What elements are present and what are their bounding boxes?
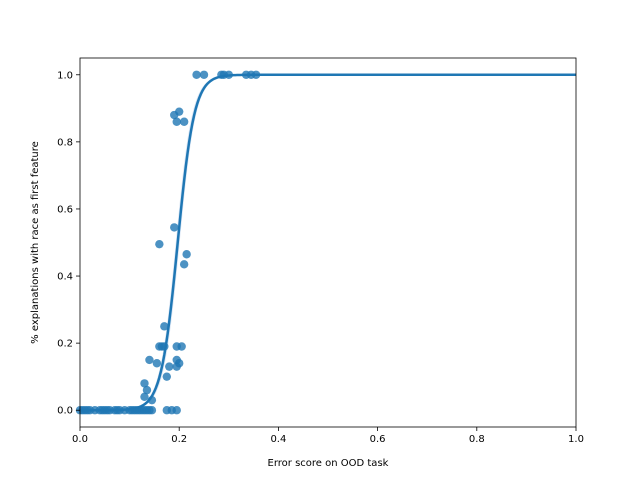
data-point <box>160 342 169 351</box>
data-point <box>179 260 189 269</box>
data-point <box>177 342 186 351</box>
data-point <box>192 70 201 79</box>
y-axis-label: % explanations with race as first featur… <box>30 141 41 344</box>
data-point <box>224 70 233 79</box>
data-point <box>175 107 184 116</box>
data-point <box>182 250 191 259</box>
data-point <box>179 117 189 126</box>
y-tick-label: 0.4 <box>57 272 73 283</box>
data-point <box>172 406 181 415</box>
y-tick-label: 0.8 <box>57 137 73 148</box>
fit-line-layer <box>80 73 576 412</box>
x-axis-ticks: 0.0 0.2 0.4 0.6 0.8 1.0 <box>72 427 584 445</box>
x-tick-label: 0.6 <box>370 434 386 445</box>
y-tick-label: 0.6 <box>57 204 73 215</box>
confidence-band <box>80 74 576 411</box>
y-tick-label: 1.0 <box>57 70 73 81</box>
data-point <box>155 239 164 249</box>
x-tick-label: 0.8 <box>469 434 485 445</box>
data-point <box>140 392 149 402</box>
data-point <box>172 117 181 126</box>
logistic-fit-line <box>80 73 576 412</box>
y-tick-label: 0.0 <box>57 406 73 417</box>
scatter-points-layer <box>75 70 261 415</box>
data-point <box>170 223 179 232</box>
data-point <box>251 70 261 79</box>
y-tick-label: 0.2 <box>57 339 73 350</box>
data-point <box>140 379 149 388</box>
data-point <box>162 372 171 381</box>
data-point <box>142 385 152 395</box>
y-axis-ticks: 0.0 0.2 0.4 0.6 0.8 1.0 <box>57 70 80 417</box>
x-tick-label: 0.2 <box>171 434 187 445</box>
x-axis-label: Error score on OOD task <box>268 458 389 469</box>
x-tick-label: 0.4 <box>270 434 286 445</box>
confidence-band-layer <box>80 74 576 411</box>
data-point <box>145 355 154 365</box>
data-point <box>165 362 174 371</box>
x-tick-label: 0.0 <box>72 434 88 445</box>
data-point <box>147 395 157 405</box>
data-point <box>160 322 169 331</box>
data-point <box>199 70 209 79</box>
data-point <box>175 359 184 368</box>
x-tick-label: 1.0 <box>568 434 584 445</box>
data-point <box>152 359 162 368</box>
plot-frame <box>79 57 577 428</box>
data-point <box>147 406 157 415</box>
